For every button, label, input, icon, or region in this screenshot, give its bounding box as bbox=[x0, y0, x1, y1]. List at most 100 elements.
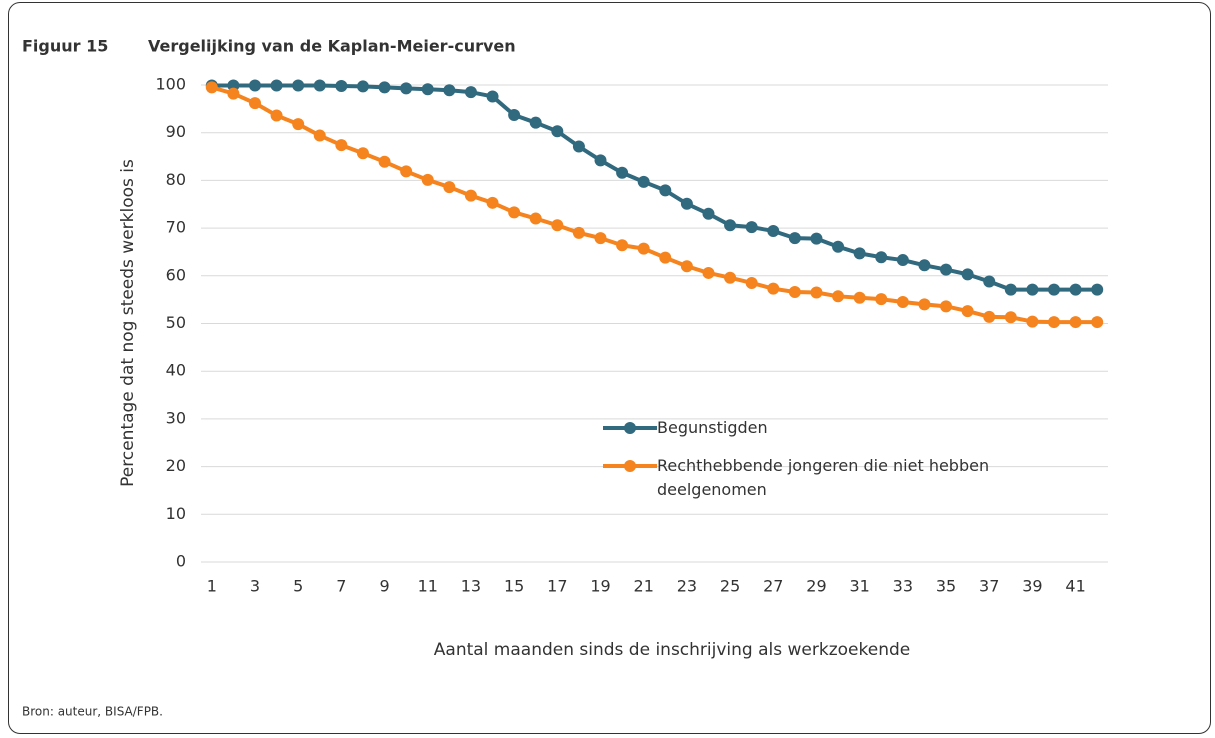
data-point bbox=[551, 219, 564, 232]
x-tick-label: 29 bbox=[806, 577, 826, 596]
data-point bbox=[1048, 283, 1061, 296]
data-point bbox=[421, 83, 434, 96]
data-point bbox=[853, 291, 866, 304]
data-point bbox=[292, 79, 305, 92]
data-point bbox=[421, 173, 434, 186]
data-point bbox=[940, 300, 953, 313]
y-tick-label: 20 bbox=[166, 456, 186, 475]
data-point bbox=[1004, 311, 1017, 324]
y-axis-title: Percentage dat nog steeds werkloos is bbox=[118, 159, 138, 487]
data-point bbox=[1048, 316, 1061, 329]
y-tick-label: 80 bbox=[166, 170, 186, 189]
data-point bbox=[1004, 283, 1017, 296]
data-point bbox=[1026, 315, 1039, 328]
x-tick-label: 7 bbox=[336, 577, 346, 596]
data-point bbox=[659, 184, 672, 197]
data-point bbox=[205, 81, 218, 94]
data-point bbox=[788, 232, 801, 245]
data-point bbox=[940, 263, 953, 276]
source-note: Bron: auteur, BISA/FPB. bbox=[22, 705, 163, 719]
data-point bbox=[400, 165, 413, 178]
data-point bbox=[680, 260, 693, 273]
data-point bbox=[983, 275, 996, 288]
legend-label: Begunstigden bbox=[657, 418, 768, 437]
data-point bbox=[616, 166, 629, 179]
legend-symbol bbox=[603, 416, 657, 438]
data-point bbox=[702, 266, 715, 279]
data-point bbox=[378, 81, 391, 94]
x-tick-label: 31 bbox=[849, 577, 869, 596]
x-tick-label: 15 bbox=[504, 577, 524, 596]
x-tick-label: 3 bbox=[250, 577, 260, 596]
data-point bbox=[875, 251, 888, 264]
data-point bbox=[1026, 283, 1039, 296]
data-point bbox=[702, 207, 715, 220]
series-line bbox=[211, 85, 1098, 325]
x-tick-label: 9 bbox=[379, 577, 389, 596]
y-tick-label: 40 bbox=[166, 361, 186, 380]
data-point bbox=[767, 224, 780, 237]
x-tick-label: 35 bbox=[936, 577, 956, 596]
data-point bbox=[724, 271, 737, 284]
x-tick-label: 27 bbox=[763, 577, 783, 596]
data-point bbox=[572, 226, 585, 239]
data-point bbox=[486, 90, 499, 103]
data-point bbox=[616, 239, 629, 252]
figure-label: Figuur 15 bbox=[22, 37, 108, 56]
x-tick-label: 23 bbox=[677, 577, 697, 596]
data-point bbox=[853, 247, 866, 260]
data-point bbox=[810, 232, 823, 245]
x-tick-label: 17 bbox=[547, 577, 567, 596]
x-tick-label: 13 bbox=[461, 577, 481, 596]
x-tick-label: 39 bbox=[1022, 577, 1042, 596]
legend: Begunstigden Rechthebbende jongeren die n… bbox=[603, 416, 1023, 516]
data-point bbox=[464, 189, 477, 202]
data-point bbox=[313, 129, 326, 142]
x-tick-label: 37 bbox=[979, 577, 999, 596]
y-tick-label: 100 bbox=[155, 75, 186, 94]
x-tick-label: 25 bbox=[720, 577, 740, 596]
data-point bbox=[918, 259, 931, 272]
data-point bbox=[529, 212, 542, 225]
data-point bbox=[356, 80, 369, 93]
data-point bbox=[832, 240, 845, 253]
series-line bbox=[211, 83, 1098, 292]
y-tick-label: 70 bbox=[166, 218, 186, 237]
data-point bbox=[378, 155, 391, 168]
y-tick-label: 90 bbox=[166, 122, 186, 141]
data-point bbox=[248, 97, 261, 110]
y-tick-label: 10 bbox=[166, 504, 186, 523]
x-tick-label: 21 bbox=[634, 577, 654, 596]
y-tick-label: 0 bbox=[176, 552, 186, 571]
chart-title: Vergelijking van de Kaplan-Meier-curven bbox=[148, 37, 516, 56]
data-point bbox=[1091, 283, 1104, 296]
legend-item: Rechthebbende jongeren die niet hebben d… bbox=[603, 454, 1023, 502]
data-point bbox=[508, 206, 521, 219]
data-point bbox=[767, 282, 780, 295]
data-point bbox=[529, 116, 542, 129]
x-tick-label: 19 bbox=[590, 577, 610, 596]
data-point bbox=[270, 79, 283, 92]
data-point bbox=[961, 305, 974, 318]
legend-symbol bbox=[603, 454, 657, 476]
data-point bbox=[508, 109, 521, 122]
data-point bbox=[443, 84, 456, 97]
x-tick-label: 1 bbox=[207, 577, 217, 596]
data-point bbox=[875, 293, 888, 306]
data-point bbox=[961, 268, 974, 281]
data-point bbox=[486, 196, 499, 209]
data-point bbox=[832, 290, 845, 303]
data-point bbox=[659, 251, 672, 264]
data-point bbox=[248, 79, 261, 92]
legend-marker bbox=[624, 422, 636, 434]
data-point bbox=[270, 109, 283, 122]
data-point bbox=[810, 286, 823, 299]
data-point bbox=[745, 221, 758, 234]
data-point bbox=[724, 219, 737, 232]
y-tick-label: 60 bbox=[166, 265, 186, 284]
data-point bbox=[788, 286, 801, 299]
data-point bbox=[594, 232, 607, 245]
y-tick-label: 30 bbox=[166, 408, 186, 427]
data-point bbox=[400, 82, 413, 95]
